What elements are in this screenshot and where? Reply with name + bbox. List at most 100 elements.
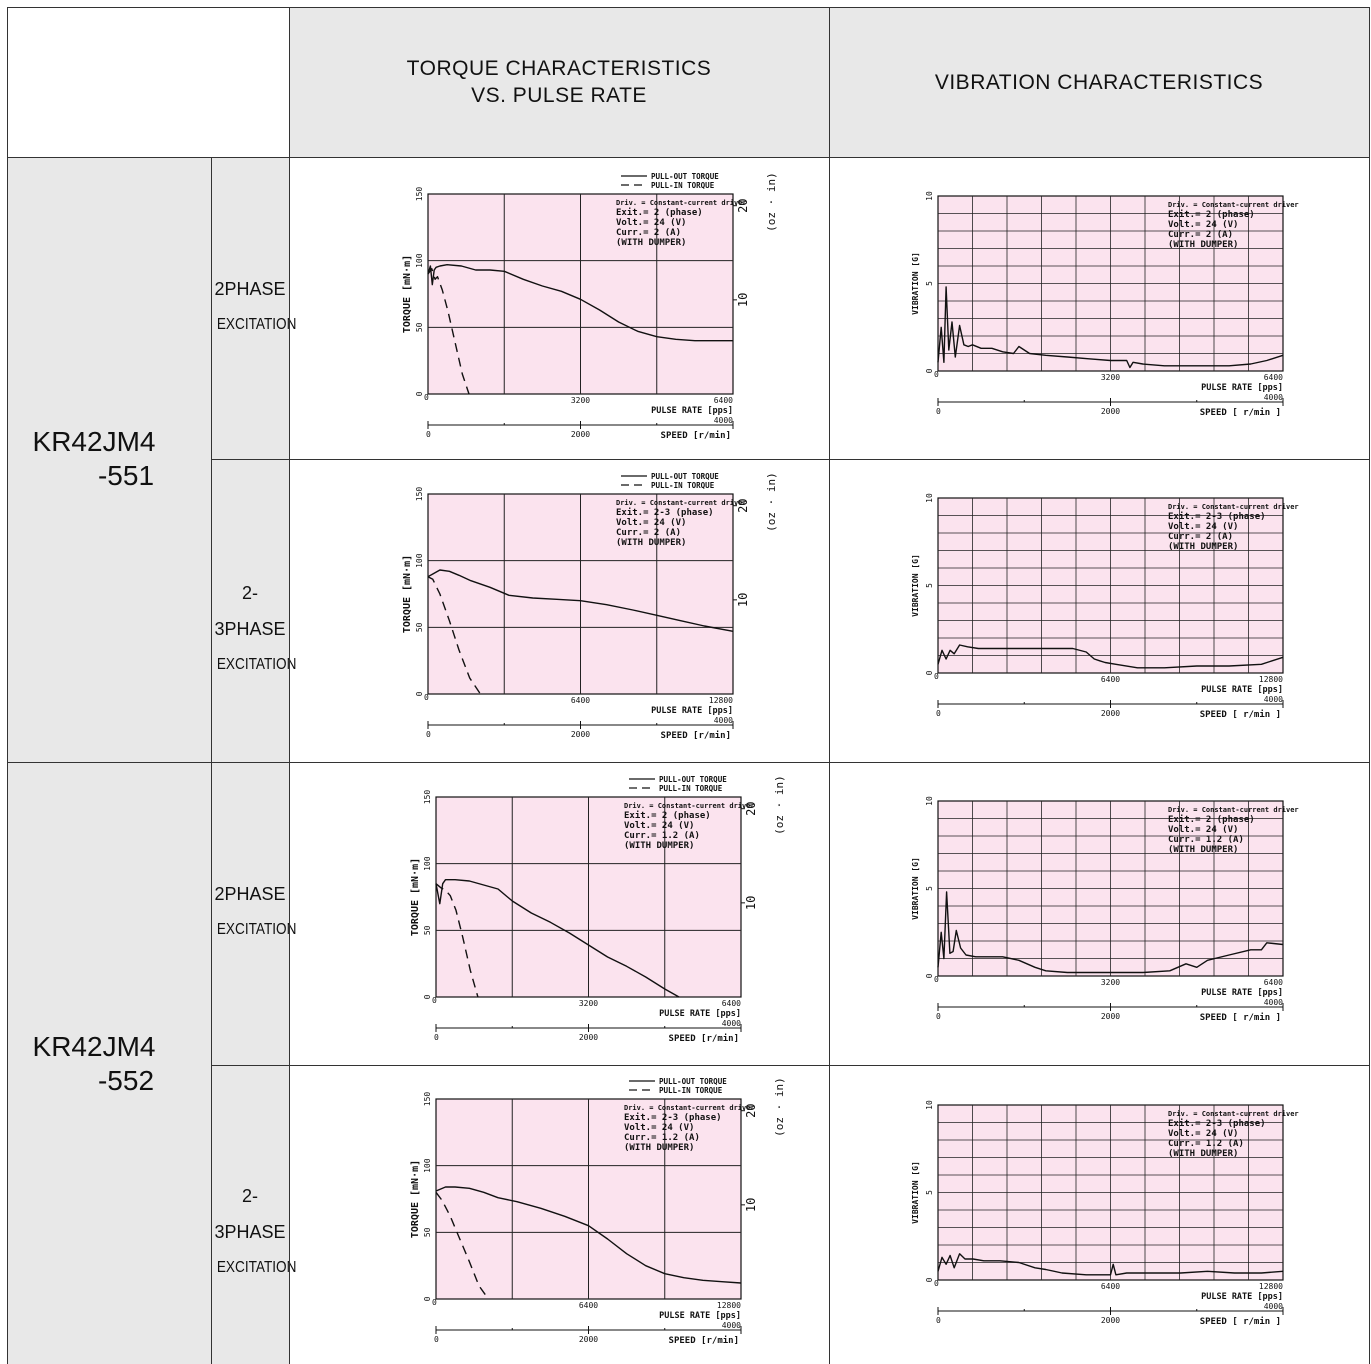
torque-chart-552-23phase: 0 50 100 150 TORQUE [mN·m] 10 20 (oz · in) 0 6400… (410, 1077, 786, 1346)
x-tick-label: 0 (432, 1298, 437, 1307)
table-rule-row-3 (211, 1065, 1369, 1066)
y-tick-label: 5 (925, 1190, 934, 1195)
y-tick-label: 50 (415, 322, 424, 332)
x-axis-label: PULSE RATE [pps] (651, 406, 733, 416)
x-tick-label: 0 (424, 393, 429, 402)
y-tick-label: 10 (925, 1100, 934, 1110)
y2-tick-label: 10 (736, 593, 750, 607)
legend-entry: PULL-OUT TORQUE (659, 775, 727, 784)
pull-in-torque-line (435, 1191, 489, 1300)
y-tick-label: 50 (423, 1227, 432, 1237)
condition-note: Curr.= 1.2 (A) (1168, 835, 1244, 845)
y-tick-label: 0 (925, 670, 934, 675)
condition-note: Curr.= 1.2 (A) (624, 831, 700, 841)
x-tick-label: 0 (934, 1279, 939, 1288)
model-name-552-line-2: -552 (97, 1065, 155, 1096)
excitation-line-4b: EXCITATION (216, 1259, 297, 1276)
y-tick-label: 150 (423, 790, 432, 805)
speed-tick-label: 4000 (722, 1321, 741, 1330)
table-border-top (7, 7, 1369, 8)
legend-entry: PULL-OUT TORQUE (659, 1077, 727, 1086)
y2-tick-label: 20 (736, 498, 750, 512)
x-tick-label: 3200 (571, 396, 590, 405)
speed-tick-label: 4000 (714, 716, 733, 725)
y-tick-label: 5 (925, 886, 934, 891)
x-axis-label: PULSE RATE [pps] (1201, 1292, 1283, 1302)
condition-note: Driv. = Constant-current driver (1168, 503, 1299, 511)
speed-tick-label: 2000 (579, 1033, 598, 1042)
excitation-line-2a: 2-3PHASE (214, 583, 286, 639)
excitation-line-1b: EXCITATION (216, 316, 297, 333)
speed-axis-label: SPEED [ r/min ] (1200, 709, 1281, 720)
x-axis-label: PULSE RATE [pps] (1201, 988, 1283, 998)
excitation-label-4: 2-3PHASE EXCITATION (211, 1178, 297, 1286)
condition-note: (WITH DUMPER) (616, 538, 686, 548)
x-tick-label: 0 (934, 975, 939, 984)
legend-entry: PULL-IN TORQUE (659, 1086, 723, 1095)
y-tick-label: 0 (925, 1277, 934, 1282)
excitation-cell-1: 2PHASE EXCITATION (211, 157, 297, 459)
model-name-551-line-1: KR42JM4 (32, 426, 156, 457)
speed-tick-label: 4000 (1264, 695, 1283, 704)
table-border-right (1369, 7, 1370, 1364)
condition-note: (WITH DUMPER) (1168, 845, 1238, 855)
y-tick-label: 50 (415, 622, 424, 632)
x-tick-label: 6400 (1101, 675, 1120, 684)
speed-tick-label: 0 (426, 730, 431, 739)
speed-axis-label: SPEED [r/min] (661, 430, 731, 441)
header-corner-cell (7, 7, 289, 157)
condition-note: Volt.= 24 (V) (1168, 825, 1238, 835)
speed-axis-label: SPEED [r/min] (661, 730, 731, 741)
condition-note: Volt.= 24 (V) (624, 821, 694, 831)
table-rule-model (7, 762, 1369, 763)
table-rule-row-1 (211, 459, 1369, 460)
pull-out-torque-line (435, 1186, 742, 1284)
condition-note: Driv. = Constant-current driver (1168, 806, 1299, 814)
y2-axis-label: (oz · in) (765, 172, 778, 232)
vibration-header: VIBRATION CHARACTERISTICS (934, 71, 1264, 94)
condition-note: Volt.= 24 (V) (1168, 220, 1238, 230)
speed-tick-label: 2000 (1101, 709, 1120, 718)
condition-note: Driv. = Constant-current driver (1168, 1110, 1299, 1118)
y-tick-label: 0 (423, 1296, 432, 1301)
speed-axis-label: SPEED [ r/min ] (1200, 1012, 1281, 1023)
y-axis-label: TORQUE [mN·m] (410, 858, 421, 936)
condition-note: Volt.= 24 (V) (1168, 522, 1238, 532)
x-tick-label: 6400 (1264, 978, 1283, 987)
vibration-line (937, 644, 1284, 669)
y-axis-label: VIBRATION [G] (911, 857, 920, 920)
excitation-line-1a: 2PHASE (214, 279, 286, 299)
table-rule-col-3 (829, 7, 830, 1364)
speed-tick-label: 4000 (1264, 1302, 1283, 1311)
speed-tick-label: 4000 (714, 416, 733, 425)
y-tick-label: 0 (415, 691, 424, 696)
y-tick-label: 50 (423, 925, 432, 935)
y2-axis-label: (oz · in) (765, 472, 778, 532)
torque-header-line-1: TORQUE CHARACTERISTICS (406, 57, 712, 80)
speed-tick-label: 0 (434, 1033, 439, 1042)
y-tick-label: 0 (423, 994, 432, 999)
speed-tick-label: 4000 (1264, 998, 1283, 1007)
model-cell-552: KR42JM4 -552 (7, 762, 211, 1364)
x-tick-label: 6400 (579, 1301, 598, 1310)
table-border-left (7, 7, 8, 1364)
y-tick-label: 100 (415, 553, 424, 568)
x-axis-label: PULSE RATE [pps] (659, 1009, 741, 1019)
speed-tick-label: 2000 (1101, 1012, 1120, 1021)
condition-note: Curr.= 2 (A) (1168, 532, 1233, 542)
condition-note: Exit.= 2-3 (phase) (616, 507, 714, 518)
x-tick-label: 3200 (579, 999, 598, 1008)
legend-entry: PULL-IN TORQUE (651, 181, 715, 190)
x-tick-label: 12800 (709, 696, 733, 705)
y-tick-label: 0 (925, 973, 934, 978)
x-axis-label: PULSE RATE [pps] (659, 1311, 741, 1321)
y2-axis-label: (oz · in) (773, 775, 786, 835)
y2-tick-label: 10 (736, 293, 750, 307)
speed-axis-label: SPEED [ r/min ] (1200, 1316, 1281, 1327)
y-axis-label: VIBRATION [G] (911, 554, 920, 617)
torque-header-cell: TORQUE CHARACTERISTICS VS. PULSE RATE (289, 7, 829, 157)
speed-tick-label: 0 (936, 407, 941, 416)
x-tick-label: 6400 (1101, 1282, 1120, 1291)
y-tick-label: 5 (925, 583, 934, 588)
